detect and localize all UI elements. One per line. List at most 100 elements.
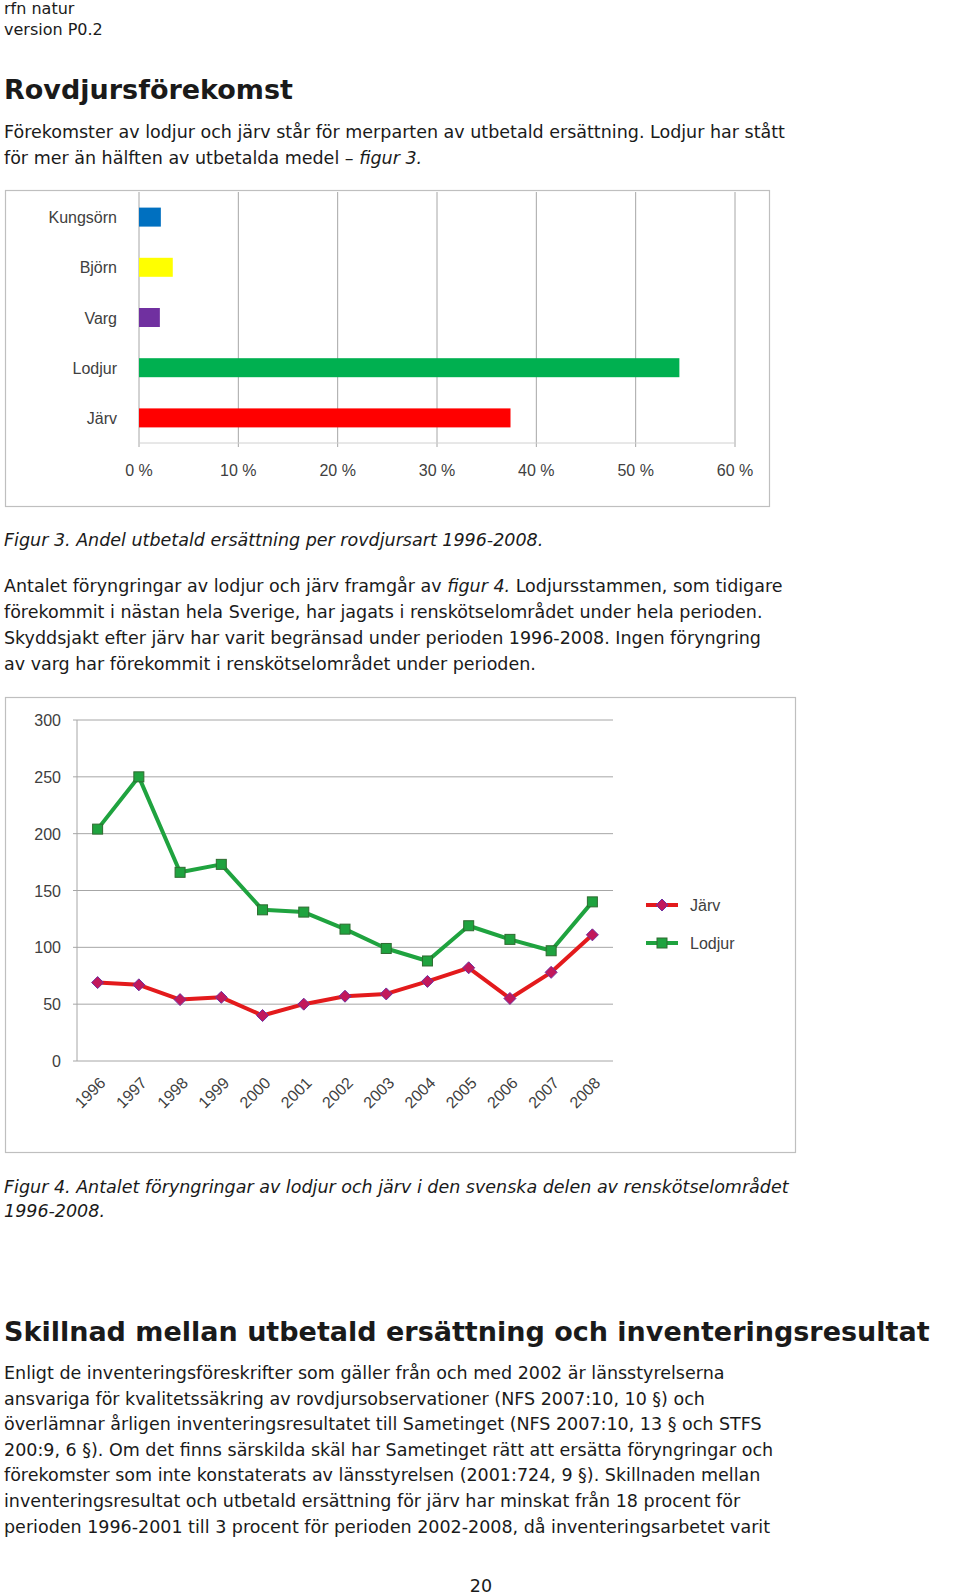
marker <box>464 921 474 931</box>
tick-mark <box>73 776 77 777</box>
text-run: förekomster som inte konstaterats av län… <box>4 1465 760 1485</box>
axis-line <box>139 443 735 444</box>
text-run: för mer än hälften av utbetalda medel – <box>4 148 359 168</box>
bar <box>139 308 160 327</box>
paragraph-line: perioden 1996-2001 till 3 procent för pe… <box>4 1517 770 1537</box>
marker <box>299 907 309 917</box>
text-run: figur 4. <box>447 576 510 596</box>
header-line: rfn natur <box>4 0 75 18</box>
marker <box>215 991 227 1003</box>
category-label: 1999 <box>195 1074 232 1111</box>
marker <box>545 966 557 978</box>
marker <box>587 897 597 907</box>
paragraph-line: förekommit i nästan hela Sverige, har ja… <box>4 602 762 622</box>
tick-label: 20 % <box>319 462 355 479</box>
marker <box>174 994 186 1006</box>
marker <box>380 988 392 1000</box>
text-run: Lodjursstammen, som tidigare <box>510 576 782 596</box>
text-run: inventeringsresultat och utbetald ersätt… <box>4 1491 741 1511</box>
paragraph-line: Förekomster av lodjur och järv står för … <box>4 122 785 142</box>
text-run: Antalet föryngringar av lodjur och järv … <box>4 576 447 596</box>
category-label: 2006 <box>484 1074 521 1111</box>
text-run: överlämnar årligen inventeringsresultate… <box>4 1414 762 1434</box>
tick-label: 250 <box>34 769 61 786</box>
category-label: Björn <box>80 259 117 276</box>
text-run: ansvariga för kvalitetssäkring av rovdju… <box>4 1389 705 1409</box>
category-label: Järv <box>87 410 117 427</box>
tick-label: 100 <box>34 939 61 956</box>
tick-mark <box>337 443 338 447</box>
page: rfn naturversion P0.2RovdjursförekomstFö… <box>0 0 960 1596</box>
paragraph-line: av varg har förekommit i renskötselområd… <box>4 654 536 674</box>
series-line <box>98 935 593 1016</box>
marker <box>339 990 351 1002</box>
text-run: av varg har förekommit i renskötselområd… <box>4 654 536 674</box>
grid-line <box>337 192 338 443</box>
marker <box>422 956 432 966</box>
grid-line <box>437 192 438 443</box>
category-label: Lodjur <box>73 360 118 377</box>
marker <box>340 924 350 934</box>
tick-mark <box>238 443 239 447</box>
chart-frame <box>6 191 770 507</box>
tick-mark <box>73 720 77 721</box>
marker <box>257 1010 269 1022</box>
grid-line <box>77 720 613 721</box>
text-run: Förekomster av lodjur och järv står för … <box>4 122 785 142</box>
marker <box>298 998 310 1010</box>
marker <box>175 867 185 877</box>
paragraph-line: förekomster som inte konstaterats av län… <box>4 1465 760 1485</box>
series-line <box>98 777 593 961</box>
category-label: 1997 <box>113 1074 150 1111</box>
text-run: 200:9, 6 §). Om det finns särskilda skäl… <box>4 1440 773 1460</box>
marker <box>657 938 667 948</box>
tick-mark <box>139 443 140 447</box>
paragraph-line: Antalet föryngringar av lodjur och järv … <box>4 576 783 596</box>
text-run: figur 3. <box>359 148 422 168</box>
page-background <box>0 0 960 1596</box>
heading: Skillnad mellan utbetald ersättning och … <box>4 1316 930 1347</box>
marker <box>381 943 391 953</box>
paragraph-line: ansvariga för kvalitetssäkring av rovdju… <box>4 1389 705 1409</box>
tick-label: 0 % <box>125 462 153 479</box>
paragraph-line: 200:9, 6 §). Om det finns särskilda skäl… <box>4 1440 773 1460</box>
marker <box>216 859 226 869</box>
heading: Rovdjursförekomst <box>4 74 293 105</box>
marker <box>505 934 515 944</box>
grid-line <box>77 833 613 834</box>
bars <box>139 208 679 428</box>
category-label: 2007 <box>525 1074 562 1111</box>
category-label: 2003 <box>360 1074 397 1111</box>
marker <box>134 772 144 782</box>
grid-line <box>77 776 613 777</box>
text-run: förekommit i nästan hela Sverige, har ja… <box>4 602 762 622</box>
marker <box>258 905 268 915</box>
category-label: Kungsörn <box>49 209 118 226</box>
tick-label: 150 <box>34 883 61 900</box>
tick-mark <box>635 443 636 447</box>
legend-label: Järv <box>690 897 720 914</box>
marker <box>92 977 104 989</box>
tick-label: 10 % <box>220 462 256 479</box>
legend-label: Lodjur <box>690 935 735 952</box>
marker <box>93 824 103 834</box>
category-label: 1998 <box>154 1074 191 1111</box>
grid-line <box>77 890 613 891</box>
tick-label: 200 <box>34 826 61 843</box>
tick-mark <box>437 443 438 447</box>
bar <box>139 258 173 277</box>
tick-label: 300 <box>34 712 61 729</box>
text-run: Skyddsjakt efter järv har varit begränsa… <box>4 628 761 648</box>
category-label: 2002 <box>319 1074 356 1111</box>
category-label: 2005 <box>443 1074 480 1111</box>
marker <box>504 992 516 1004</box>
marker <box>421 975 433 987</box>
figure-caption: 1996-2008. <box>4 1201 105 1221</box>
tick-mark <box>73 1061 77 1062</box>
grid-line <box>77 1061 613 1062</box>
category-label: 2000 <box>236 1074 273 1111</box>
tick-label: 40 % <box>518 462 554 479</box>
tick-label: 0 <box>52 1053 61 1070</box>
grid-line <box>77 1004 613 1005</box>
tick-label: 50 % <box>617 462 653 479</box>
